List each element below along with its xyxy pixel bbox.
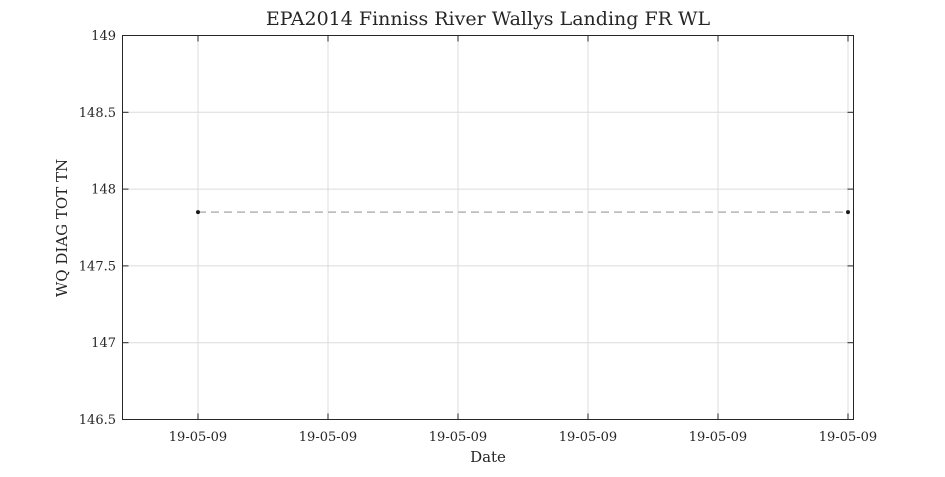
x-tick-label: 19-05-09 — [819, 430, 877, 445]
y-axis-label: WQ DIAG TOT TN — [53, 159, 71, 297]
y-tick-label: 147.5 — [79, 259, 116, 274]
x-tick-label: 19-05-09 — [559, 430, 617, 445]
plot-area-frame — [122, 35, 854, 420]
x-tick-label: 19-05-09 — [299, 430, 357, 445]
x-tick-label: 19-05-09 — [429, 430, 487, 445]
grid — [122, 35, 854, 420]
series — [196, 210, 850, 215]
y-tick-label: 148 — [91, 183, 116, 198]
chart-title: EPA2014 Finniss River Wallys Landing FR … — [266, 8, 711, 30]
data-point — [196, 210, 200, 215]
y-tick-label: 146.5 — [79, 413, 116, 428]
tick-labels: 19-05-09 19-05-09 19-05-09 19-05-09 19-05-09… — [79, 29, 877, 445]
ticks — [122, 35, 854, 420]
x-tick-label: 19-05-09 — [689, 430, 747, 445]
y-tick-label: 148.5 — [79, 106, 116, 121]
y-tick-label: 149 — [91, 29, 116, 44]
y-tick-label: 147 — [91, 336, 116, 351]
x-tick-label: 19-05-09 — [169, 430, 227, 445]
data-point — [846, 210, 850, 215]
x-axis-label: Date — [470, 448, 506, 466]
